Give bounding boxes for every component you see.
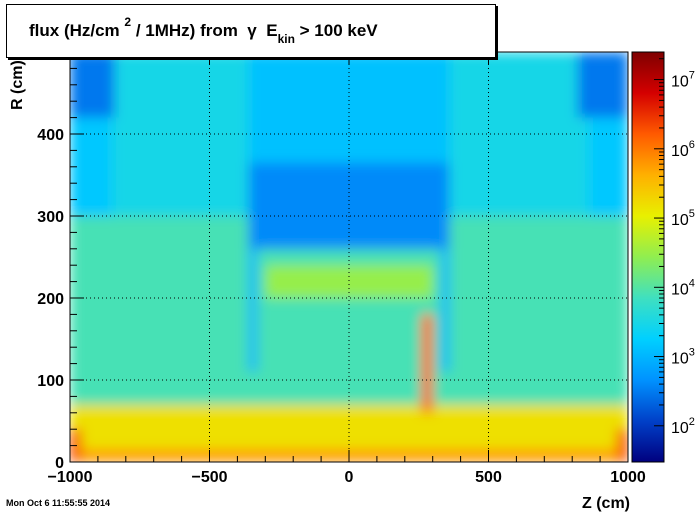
region-right-end-hot [616,429,628,462]
title-box: flux (Hz/cm 2 / 1MHz) from γ Ekin > 100 … [6,4,496,58]
title-gamma: γ [247,21,257,40]
colorbar-ticks: 102 103 104 105 106 107 [654,58,695,437]
colorbar-tick-label: 102 [671,416,695,437]
region-right-mid-column [588,117,628,216]
chart-title: flux (Hz/cm 2 / 1MHz) from γ Ekin > 100 … [29,15,378,46]
timestamp: Mon Oct 6 11:55:55 2014 [6,498,111,508]
grid-lines [70,52,628,462]
x-tick-label: 0 [345,469,354,486]
region-central-slab [248,162,450,249]
colorbar-tick-label: 105 [671,208,695,229]
y-tick-label: 200 [37,291,64,308]
region-right-side-block [441,248,450,372]
x-tick-label: 1000 [610,469,646,486]
y-tick-label: 400 [37,127,64,144]
title-superscript: 2 [124,15,132,29]
region-right-upper-corner [577,52,628,118]
region-hot-spot [421,314,433,413]
x-axis-label: Z (cm) [582,495,630,512]
colorbar-tick-label: 104 [671,277,695,298]
colorbar-tick-label: 103 [671,347,695,368]
y-axis-label: R (cm) [9,60,26,110]
x-tick-label: 500 [475,469,502,486]
title-suffix: > 100 keV [299,21,378,40]
x-axis: −1000 −500 0 500 1000 [48,52,646,486]
title-prefix: flux (Hz/cm [29,21,120,40]
region-inner-ring [265,265,433,298]
colorbar-tick-label: 107 [671,70,695,91]
y-tick-label: 300 [37,209,64,226]
colorbar [631,51,665,463]
colorbar-tick-label: 106 [671,139,695,160]
title-subscript: kin [277,32,295,46]
x-tick-label: −1000 [48,469,93,486]
y-tick-label: 100 [37,373,64,390]
y-tick-label: 0 [55,455,64,472]
title-energy: E [266,21,278,40]
x-tick-label: −500 [191,469,227,486]
region-left-side-block [248,248,257,372]
title-middle: / 1MHz) from [135,21,238,40]
region-left-upper-corner [70,52,115,118]
